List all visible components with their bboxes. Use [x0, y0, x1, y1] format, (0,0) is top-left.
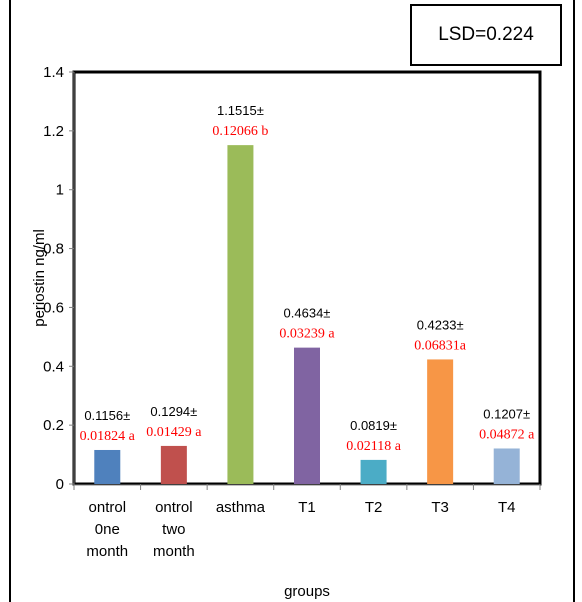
y-tick-label: 0.4 — [43, 358, 64, 375]
bar — [227, 145, 253, 484]
bar — [427, 359, 453, 484]
data-label-mean: 0.0819± — [350, 418, 397, 433]
data-label-mean: 0.1207± — [483, 406, 530, 421]
x-category-label: two — [162, 521, 185, 538]
y-tick-label: 0.2 — [43, 417, 64, 434]
y-tick-label: 1.2 — [43, 123, 64, 140]
x-category-label: T2 — [365, 499, 383, 516]
data-label-sd: 0.01824 a — [80, 429, 136, 444]
data-label-sd: 0.02118 a — [346, 439, 401, 454]
bar — [294, 348, 320, 484]
x-category-label: month — [153, 543, 195, 560]
data-label-sd: 0.03239 a — [279, 327, 335, 342]
x-category-label: T3 — [431, 499, 449, 516]
y-tick-label: 0 — [56, 476, 64, 493]
lsd-label: LSD=0.224 — [410, 4, 562, 66]
bar — [361, 460, 387, 484]
data-label-mean: 0.1294± — [150, 404, 197, 419]
data-label-mean: 0.4634± — [284, 306, 331, 321]
data-label-sd: 0.04872 a — [479, 427, 535, 442]
x-category-label: 0ne — [95, 521, 120, 538]
x-category-label: T1 — [298, 499, 316, 516]
bar — [494, 448, 520, 484]
x-category-label: asthma — [216, 499, 266, 516]
x-axis-categories: ontrol 0ne month ontrol two month asthma T1 T2 T3… — [74, 484, 540, 560]
y-tick-label: 1.4 — [43, 64, 64, 81]
y-axis-title: periostin ng/ml — [31, 229, 48, 327]
bar — [94, 450, 120, 484]
x-axis-title: groups — [284, 583, 330, 600]
x-category-label: ontrol — [89, 499, 127, 516]
data-label-sd: 0.12066 b — [212, 124, 268, 139]
data-label-sd: 0.01429 a — [146, 425, 202, 440]
data-label-mean: 0.1156± — [84, 408, 130, 423]
data-label-mean: 1.1515± — [217, 103, 264, 118]
x-category-label: ontrol — [155, 499, 193, 516]
data-label-mean: 0.4233± — [417, 317, 464, 332]
x-category-label: month — [86, 543, 128, 560]
x-category-label: T4 — [498, 499, 516, 516]
y-tick-label: 1 — [56, 182, 64, 199]
bar — [161, 446, 187, 484]
data-label-sd: 0.06831a — [414, 338, 467, 353]
